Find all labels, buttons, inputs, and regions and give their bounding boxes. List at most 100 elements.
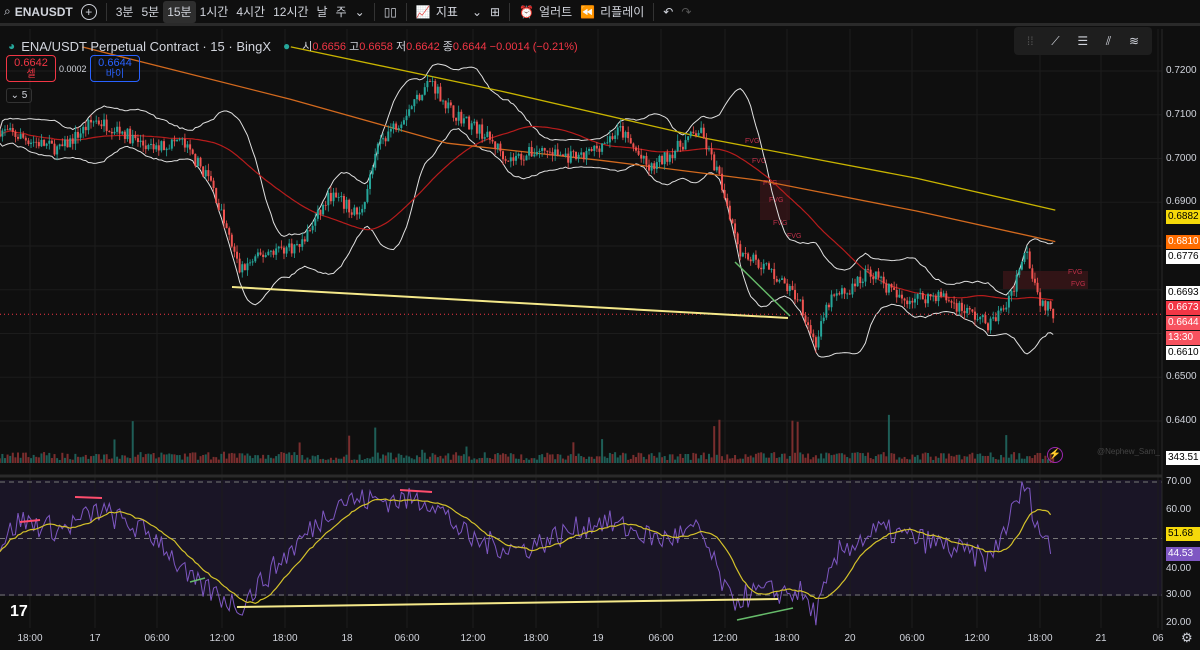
volume-bar [431,453,434,463]
volume-bar [19,457,22,463]
candle-body [572,151,575,153]
volume-bar [97,454,100,463]
candle-body [608,136,611,143]
candle-body [632,143,635,148]
candle-body [992,317,995,319]
candle-body [434,81,437,94]
chart-type-button[interactable]: ▯▯ [380,1,401,23]
candle-body [350,212,353,215]
trendlines[interactable] [19,261,794,621]
volume-bar [752,457,755,463]
interval-7[interactable]: 주 [335,5,347,19]
add-symbol-button[interactable]: + [77,1,101,23]
volume-bar [512,454,515,463]
candle-body [71,138,74,144]
candle-body [496,143,499,149]
replay-button[interactable]: ⏪ 리플레이 [580,4,645,20]
volume-bar [827,453,830,463]
rsi-line [0,481,1052,626]
volume-bar [142,457,145,463]
volume-bar [1041,458,1044,463]
volume-bar [209,459,212,463]
volume-bar [147,453,150,463]
price-tag: 0.6810 [1166,234,1200,249]
drag-handle-icon[interactable]: ⁞⁞ [1026,34,1034,48]
volume-bar [384,455,387,463]
candle-body [105,119,108,132]
candle-body [1013,290,1016,292]
bollinger-lower [0,128,1054,358]
candle-body [627,131,630,139]
market-status-dot: ● [283,39,291,53]
sell-button[interactable]: 0.6642 셀 [6,55,56,82]
interval-3[interactable]: 1시간 [199,5,229,19]
volume-bar [155,458,158,463]
candle-body [1026,251,1029,253]
symbol-title[interactable]: ENA/USDT Perpetual Contract · 15 · BingX [21,38,272,54]
candle-body [366,188,369,202]
interval-0[interactable]: 3분 [115,5,134,19]
volume-bar [561,458,564,463]
volume-bar [554,459,557,463]
volume-bar [913,456,916,463]
redo-button[interactable]: ↷ [677,1,695,23]
volume-bar [413,459,416,463]
volume-bar [342,456,345,463]
volume-bar [989,452,992,463]
candle-body [426,80,429,88]
candle-body [189,144,192,150]
buy-button[interactable]: 0.6644 바이 [90,55,140,82]
candle-body [191,149,194,154]
candle-body [136,138,139,143]
undo-button[interactable]: ↶ [659,1,677,23]
candle-body [588,148,591,151]
candle-body [551,152,554,156]
candle-body [867,268,870,270]
fib-tool-icon[interactable]: ≋ [1129,34,1140,48]
candle-body [155,145,158,150]
volume-bar [37,457,40,463]
parallel-channel-tool-icon[interactable]: ⫽ [1105,33,1112,48]
horizontal-lines-tool-icon[interactable]: ☰ [1077,34,1089,48]
candle-body [465,116,468,119]
candle-body [181,138,184,140]
volume-bar [906,459,909,463]
volume-bar [559,454,562,463]
volume-bar [163,454,166,463]
candle-body [971,309,974,312]
interval-dropdown[interactable]: ⌄ [351,1,369,23]
volume-bar [447,453,450,463]
volume-bar [63,457,66,463]
indicators-button[interactable]: 📈 지표 ⌄ [415,4,483,20]
candle-body [830,294,833,308]
candle-body [1020,261,1023,270]
volume-bar [76,456,79,463]
symbol-search[interactable]: ⌕ ENAUSDT [4,4,73,19]
volume-bar [934,456,937,463]
volume-bar [90,456,93,463]
candle-body [212,180,215,189]
volume-bar [903,456,906,463]
candle-body [577,154,580,159]
interval-6[interactable]: 날 [316,5,328,19]
candle-body [1023,252,1026,262]
interval-2[interactable]: 15분 [163,0,196,23]
alert-button[interactable]: ⏰ 얼러트 [519,4,573,20]
volume-bar [58,459,61,463]
interval-5[interactable]: 12시간 [273,5,309,19]
trendline-tool-icon[interactable]: ⟋ [1051,33,1060,48]
interval-4[interactable]: 4시간 [236,5,266,19]
layouts-button[interactable]: ⊞ [486,1,504,23]
candle-body [786,283,789,292]
volume-bar [723,459,726,463]
settings-gear-icon[interactable]: ⚙ [1181,630,1193,645]
lightning-icon[interactable]: ⚡ [1047,447,1063,463]
price-axis-label: 0.6400 [1166,415,1197,426]
volume-bar [241,453,244,463]
interval-1[interactable]: 5분 [141,5,160,19]
volume-bar [762,453,765,463]
volume-bar [898,457,901,463]
indicators-toggle[interactable]: ⌄ 5 [6,88,32,103]
volume-bar [882,452,885,463]
